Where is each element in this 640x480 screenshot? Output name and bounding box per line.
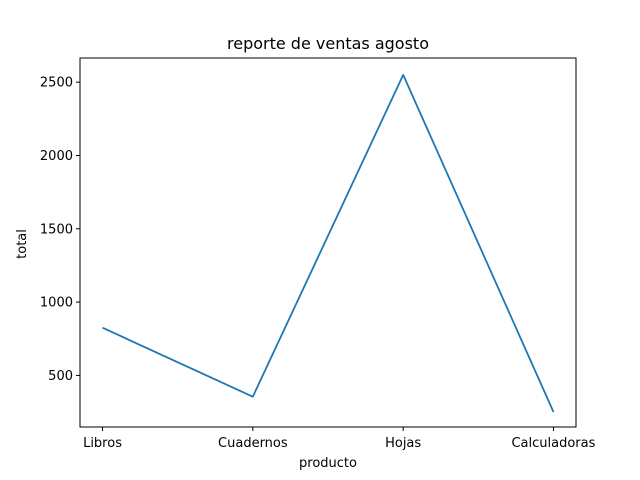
x-tick-label: Hojas	[385, 436, 421, 451]
x-axis-label: producto	[299, 456, 357, 471]
y-tick-label: 500	[48, 369, 73, 384]
chart-title: reporte de ventas agosto	[227, 34, 429, 53]
y-tick-label: 2000	[40, 149, 73, 164]
axes-frame	[79, 57, 577, 428]
y-axis-label: total	[15, 229, 30, 259]
y-tick-label: 1000	[40, 296, 73, 311]
x-tick-label: Libros	[83, 436, 122, 451]
series-line	[102, 74, 555, 413]
y-tick-label: 1500	[40, 222, 73, 237]
x-tick-label: Calculadoras	[511, 436, 595, 451]
x-tick-label: Cuadernos	[218, 436, 288, 451]
y-tick-label: 2500	[40, 76, 73, 91]
plot-area: 500 1000 1500 2000 2500 Libros Cuadernos Hojas C…	[40, 57, 596, 451]
